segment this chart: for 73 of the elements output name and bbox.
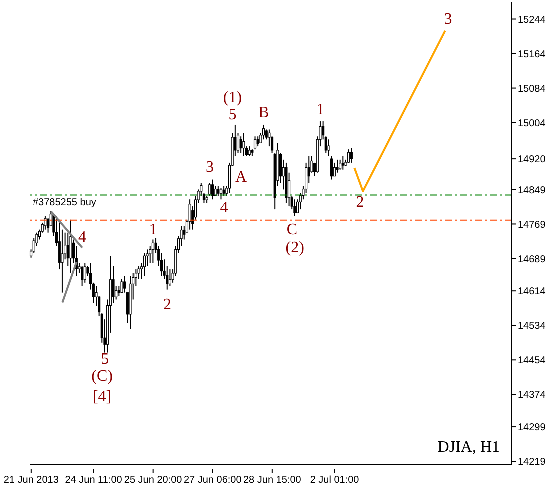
candlestick bbox=[333, 162, 336, 177]
annotation: [4] bbox=[92, 388, 112, 406]
y-tick-label: 14849 bbox=[518, 185, 546, 196]
candlestick bbox=[81, 266, 84, 287]
x-tick-label: 28 Jun 15:00 bbox=[244, 475, 302, 483]
y-tick-label: 14219 bbox=[518, 457, 546, 468]
x-tick-label: 2 Jul 01:00 bbox=[310, 475, 360, 483]
annotation: 1 bbox=[316, 101, 325, 118]
y-tick-label: 15084 bbox=[518, 84, 546, 95]
candlestick bbox=[342, 156, 344, 170]
x-tick-label: 21 Jun 2013 bbox=[4, 475, 60, 483]
candlestick bbox=[336, 159, 339, 174]
annotation: 1 bbox=[149, 221, 158, 238]
candlestick bbox=[242, 132, 246, 157]
annotation: 4 bbox=[78, 229, 86, 246]
candlestick bbox=[256, 136, 260, 148]
candlestick bbox=[61, 229, 64, 294]
y-tick-label: 14920 bbox=[518, 154, 546, 166]
candlestick bbox=[152, 239, 154, 264]
candlestick bbox=[70, 219, 72, 274]
annotation: 3 bbox=[444, 11, 452, 28]
candlestick bbox=[350, 148, 353, 164]
candlestick bbox=[84, 262, 86, 284]
x-tick-label: 27 Jun 06:00 bbox=[184, 475, 242, 483]
y-tick-label: 14299 bbox=[518, 422, 546, 434]
annotation: 5 bbox=[228, 106, 237, 124]
candlestick bbox=[188, 199, 192, 230]
candlestick bbox=[120, 278, 124, 294]
candlestick bbox=[46, 218, 50, 234]
candlestick bbox=[208, 182, 212, 197]
candlestick bbox=[220, 187, 223, 200]
candlestick bbox=[330, 156, 334, 180]
x-tick-label: 24 Jun 11:00 bbox=[65, 475, 123, 483]
y-tick-label: 15164 bbox=[518, 49, 546, 60]
y-tick-label: 14614 bbox=[518, 286, 546, 298]
candlestick bbox=[328, 139, 330, 157]
text: DJIA, H1 bbox=[438, 439, 500, 457]
candlestick bbox=[112, 266, 115, 304]
annotation: 4 bbox=[220, 199, 228, 216]
annotation: 2 bbox=[356, 194, 364, 212]
candlestick bbox=[44, 216, 47, 230]
annotation: 2 bbox=[164, 296, 172, 314]
candlestick bbox=[168, 269, 172, 287]
candlestick bbox=[66, 232, 70, 268]
y-tick-label: 14454 bbox=[518, 356, 546, 367]
candlestick bbox=[211, 179, 214, 200]
candlestick bbox=[217, 186, 220, 197]
candlestick bbox=[294, 199, 296, 217]
candlestick bbox=[248, 146, 251, 157]
annotation: (C) bbox=[92, 368, 113, 386]
candlestick bbox=[262, 124, 266, 140]
annotation: B bbox=[258, 104, 270, 122]
y-tick-label: 15244 bbox=[518, 14, 546, 26]
candlestick bbox=[118, 286, 120, 297]
y-tick-label: 14374 bbox=[518, 390, 546, 402]
annotation: A bbox=[235, 169, 248, 186]
candlestick bbox=[222, 186, 226, 197]
annotation: (1) bbox=[223, 89, 242, 106]
x-tick-label: 25 Jun 20:00 bbox=[124, 475, 183, 483]
candlestick bbox=[240, 136, 242, 154]
y-tick-label: 14534 bbox=[518, 321, 546, 332]
annotation: C bbox=[286, 221, 298, 238]
candlestick bbox=[348, 149, 350, 164]
annotation: 3 bbox=[206, 159, 214, 176]
candlestick bbox=[143, 252, 146, 277]
y-tick-label: 14689 bbox=[518, 254, 546, 266]
y-tick-label: 14769 bbox=[518, 220, 546, 231]
annotation: (2) bbox=[286, 239, 304, 256]
y-tick-label: 15004 bbox=[518, 118, 546, 130]
annotation: 5 bbox=[101, 351, 110, 368]
candlestick bbox=[339, 159, 342, 170]
candlestick bbox=[254, 136, 257, 150]
ref-line-label: #3785255 buy bbox=[33, 197, 96, 208]
